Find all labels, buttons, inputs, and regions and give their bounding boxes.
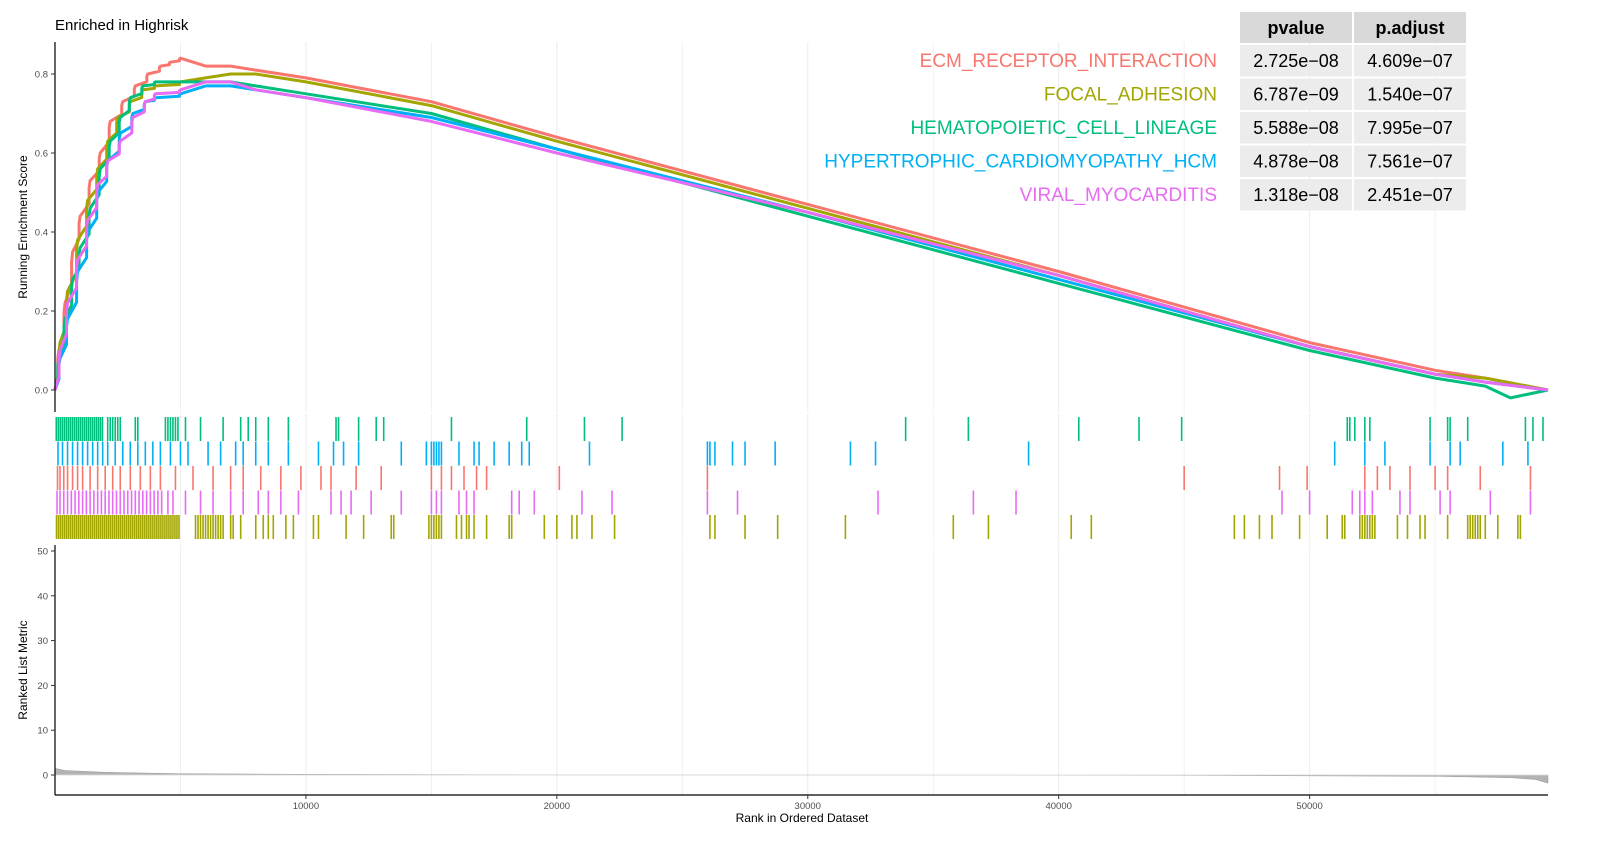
- x-axis-label: Rank in Ordered Dataset: [736, 811, 869, 825]
- table-value: 2.451e−07: [1367, 185, 1453, 205]
- table-value: 1.540e−07: [1367, 85, 1453, 105]
- table-cell: [1240, 45, 1352, 77]
- y-tick-label: 0: [43, 771, 48, 782]
- x-tick-label: 10000: [293, 801, 319, 812]
- table-value: 1.318e−08: [1253, 185, 1339, 205]
- y-tick-label: 0.2: [35, 307, 48, 318]
- table-cell: [1240, 78, 1352, 110]
- table-value: 7.561e−07: [1367, 152, 1453, 172]
- table-header-cell: [1240, 12, 1352, 43]
- table-value: 7.995e−07: [1367, 118, 1453, 138]
- y-tick-label: 20: [37, 681, 48, 692]
- y-tick-label: 0.6: [35, 149, 48, 160]
- running-score-lines: [53, 56, 1549, 400]
- running-score-line: [53, 80, 1549, 400]
- table-value: 5.588e−08: [1253, 118, 1339, 138]
- running-score-line: [53, 56, 1549, 392]
- table-cell: [1354, 78, 1466, 110]
- table-row-name: VIRAL_MYOCARDITIS: [1020, 185, 1217, 206]
- table-value: 2.725e−08: [1253, 51, 1339, 71]
- running-score-line: [53, 80, 1549, 392]
- table-cell: [1354, 145, 1466, 177]
- table-value: 6.787e−09: [1253, 85, 1339, 105]
- x-tick-label: 20000: [544, 801, 570, 812]
- y-tick-label: 0.8: [35, 70, 48, 81]
- running-score-y-ticks: 0.0 0.2 0.4 0.6 0.8: [35, 70, 55, 397]
- y-tick-label: 50: [37, 547, 48, 558]
- y-tick-label: 0.0: [35, 386, 48, 397]
- table-row-name: FOCAL_ADHESION: [1044, 85, 1217, 106]
- pvalue-table: pvalue p.adjust 2.725e−08 4.609e−07 ECM_RECE…: [824, 12, 1466, 211]
- y-tick-label: 30: [37, 636, 48, 647]
- y-tick-label: 0.4: [35, 228, 48, 239]
- y-tick-label: 10: [37, 726, 48, 737]
- ranked-metric-y-label: Ranked List Metric: [16, 620, 30, 719]
- table-cell: [1354, 112, 1466, 144]
- running-score-y-label: Running Enrichment Score: [16, 155, 30, 299]
- table-value: 4.609e−07: [1367, 51, 1453, 71]
- table-cell: [1240, 179, 1352, 211]
- x-ticks: 10000 20000 30000 40000 50000: [293, 795, 1323, 812]
- table-row-name: ECM_RECEPTOR_INTERACTION: [920, 51, 1217, 72]
- table-header-label: p.adjust: [1375, 18, 1444, 38]
- x-tick-label: 40000: [1045, 801, 1071, 812]
- ranked-metric-y-ticks: 0 10 20 30 40 50: [37, 547, 55, 782]
- table-value: 4.878e−08: [1253, 152, 1339, 172]
- table-cell: [1354, 179, 1466, 211]
- table-row-name: HYPERTROPHIC_CARDIOMYOPATHY_HCM: [824, 152, 1217, 173]
- x-tick-label: 30000: [795, 801, 821, 812]
- ranked-metric-grid: [180, 545, 1436, 795]
- chart-title: Enriched in Highrisk: [55, 17, 189, 34]
- table-cell: [1354, 45, 1466, 77]
- x-tick-label: 50000: [1296, 801, 1322, 812]
- y-tick-label: 40: [37, 591, 48, 602]
- table-header-label: pvalue: [1267, 18, 1324, 38]
- table-row-name: HEMATOPOIETIC_CELL_LINEAGE: [910, 118, 1217, 139]
- gene-hit-marks: [55, 417, 1544, 539]
- table-cell: [1240, 112, 1352, 144]
- table-cell: [1240, 145, 1352, 177]
- table-header-cell: [1354, 12, 1466, 43]
